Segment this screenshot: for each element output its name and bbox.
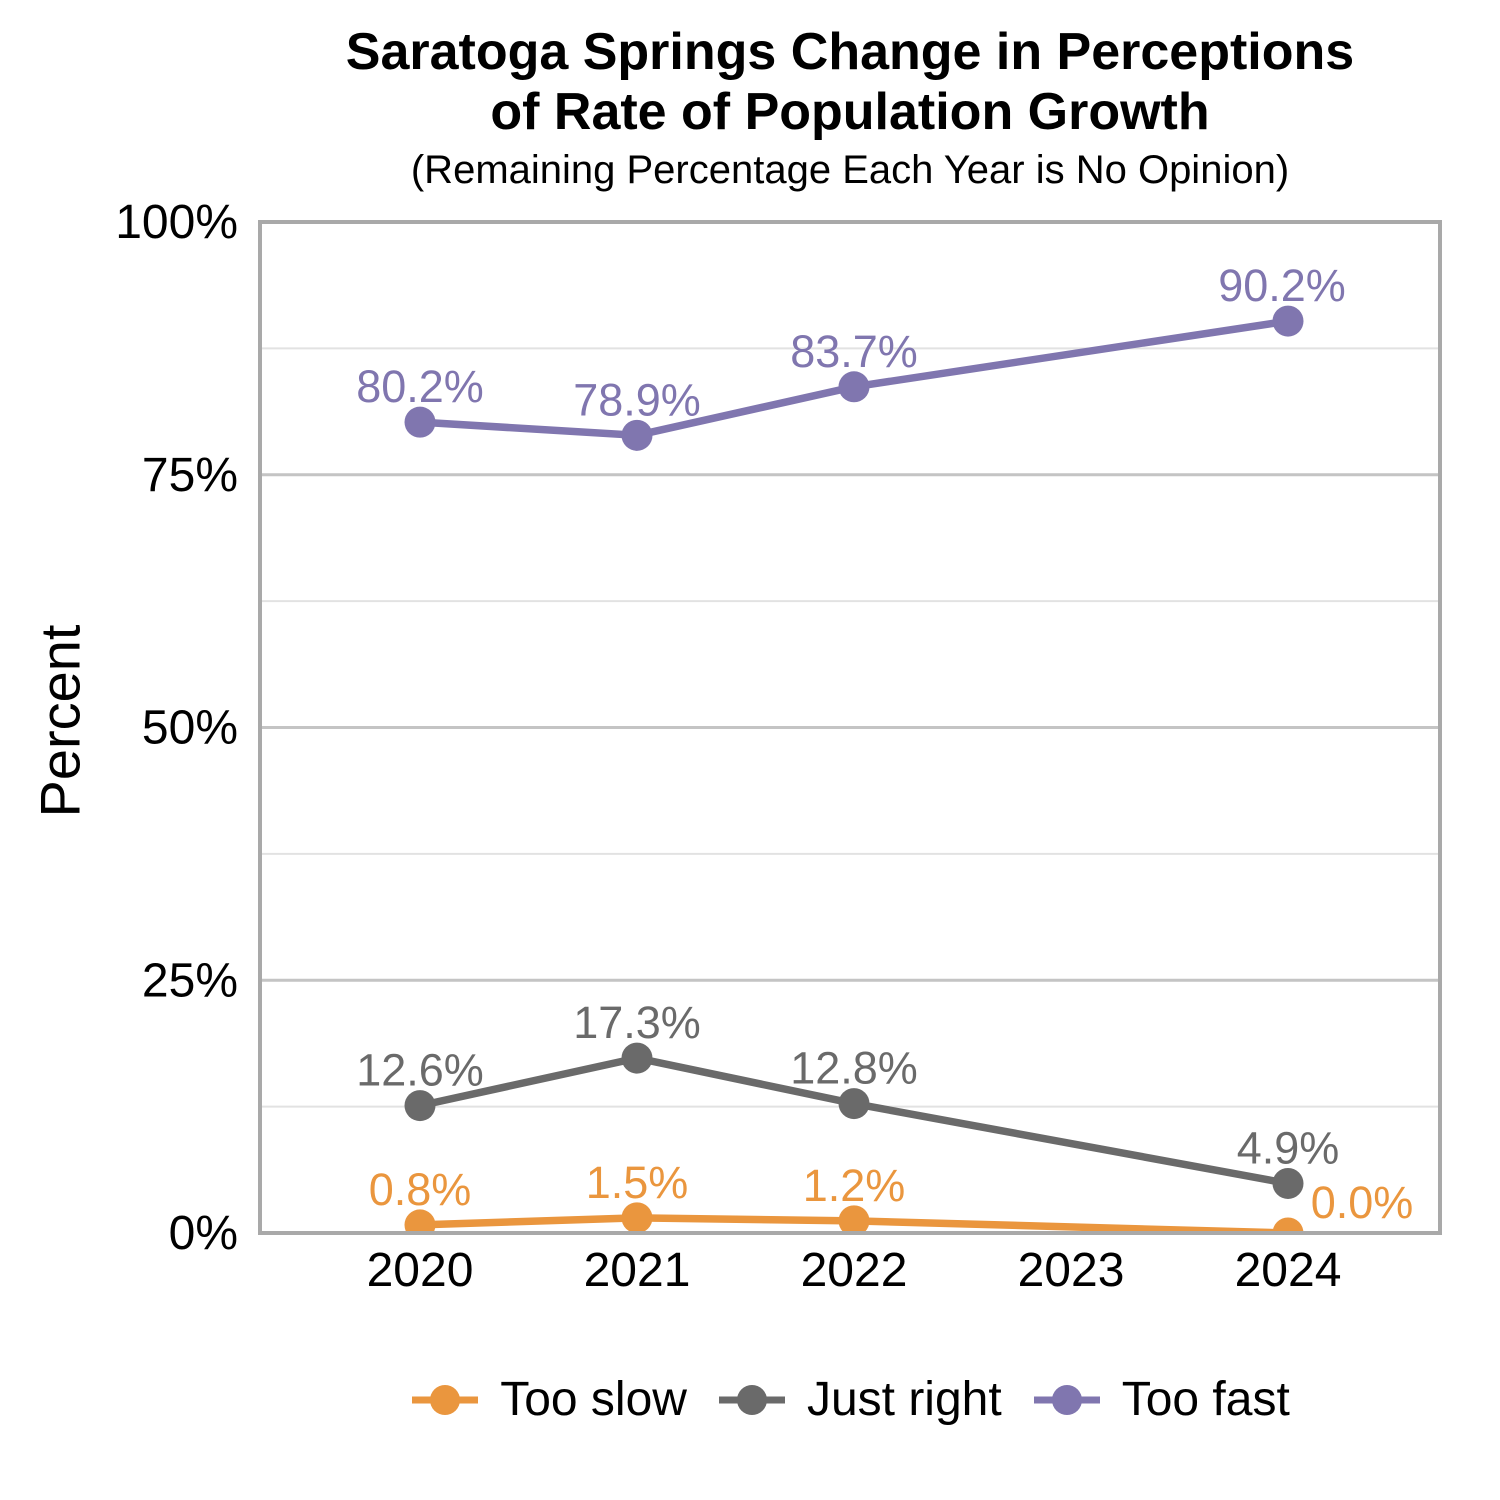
data-point-just-right [404,1090,436,1122]
series-line-too-slow [419,1214,1289,1233]
legend-item-just-right: Just right [717,1372,1002,1427]
data-label-too-slow: 0.8% [369,1164,472,1215]
x-tick-label: 2020 [367,1244,474,1297]
data-label-too-fast: 78.9% [573,374,701,425]
data-point-too-slow [838,1205,870,1233]
x-tick-label: 2021 [584,1244,691,1297]
panel-border [258,220,1442,1235]
series-line-just-right [419,1054,1289,1188]
data-point-too-fast [838,371,870,403]
series-line-too-fast [419,317,1289,440]
y-tick-label: 25% [142,954,238,1007]
data-point-too-fast [404,406,436,438]
x-tick-label: 2022 [801,1244,908,1297]
data-label-too-fast: 90.2% [1218,260,1346,311]
y-tick-label: 0% [169,1207,238,1260]
data-point-too-slow [404,1209,436,1233]
legend-item-too-slow: Too slow [410,1372,687,1427]
legend-item-too-fast: Too fast [1032,1372,1290,1427]
chart-title-line1: Saratoga Springs Change in Perceptions [345,23,1355,81]
data-label-just-right: 12.6% [356,1045,484,1096]
data-point-too-fast [1272,305,1304,337]
data-label-just-right: 4.9% [1237,1122,1340,1173]
data-label-too-slow: 0.0% [1311,1177,1414,1228]
data-point-too-fast [621,419,653,451]
x-tick-label: 2024 [1235,1244,1342,1297]
data-label-too-slow: 1.2% [803,1160,906,1211]
chart-title: Saratoga Springs Change in Perceptions o… [260,22,1440,142]
y-tick-label: 75% [142,449,238,502]
data-label-just-right: 17.3% [573,997,701,1048]
data-label-just-right: 12.8% [790,1043,918,1094]
legend-marker-too-fast-icon [1033,1384,1100,1415]
x-tick-label: 2023 [1018,1244,1125,1297]
chart-title-line2: of Rate of Population Growth [490,83,1210,141]
legend: Too slow Just right Too fast [260,1372,1440,1427]
data-point-just-right [1272,1167,1304,1199]
data-point-too-slow [621,1202,653,1233]
data-label-too-fast: 83.7% [790,326,918,377]
data-label-too-slow: 1.5% [586,1157,689,1208]
legend-label-just-right: Just right [806,1373,1002,1426]
y-tick-label: 50% [142,702,238,755]
legend-label-too-fast: Too fast [1121,1373,1290,1426]
data-label-too-fast: 80.2% [356,361,484,412]
y-tick-label: 100% [115,196,238,249]
legend-label-too-slow: Too slow [500,1373,687,1426]
data-point-just-right [838,1088,870,1120]
legend-marker-just-right-icon [718,1384,785,1415]
data-point-just-right [621,1042,653,1074]
legend-marker-too-slow-icon [412,1384,479,1415]
data-point-too-slow [1272,1217,1304,1233]
chart-subtitle: (Remaining Percentage Each Year is No Op… [410,148,1290,192]
